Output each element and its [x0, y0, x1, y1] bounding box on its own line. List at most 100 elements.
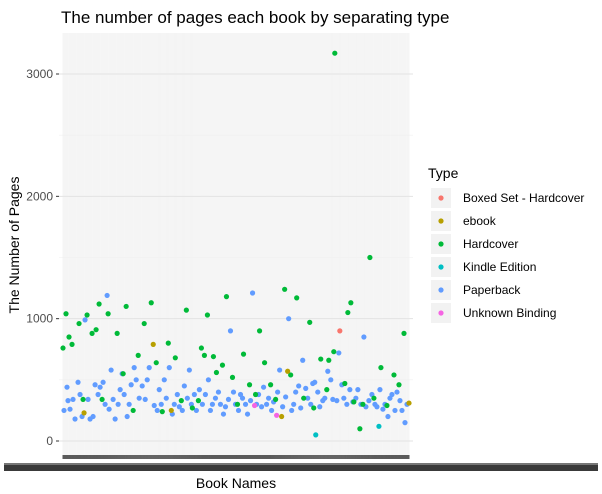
point-hardcover — [178, 398, 184, 404]
point-paperback — [131, 365, 137, 371]
point-paperback — [328, 377, 334, 383]
y-axis-label: The Number of Pages — [6, 177, 22, 314]
point-ebook — [150, 341, 156, 347]
point-hardcover — [348, 300, 354, 306]
point-hardcover — [384, 402, 390, 409]
legend-swatch-hardcover — [438, 241, 444, 247]
point-paperback — [115, 401, 121, 407]
point-paperback — [193, 407, 199, 414]
point-hardcover — [294, 295, 300, 301]
point-hardcover — [378, 365, 384, 371]
point-ebook — [81, 410, 87, 416]
point-paperback — [344, 401, 350, 407]
point-paperback — [128, 382, 134, 388]
point-paperback — [90, 413, 96, 420]
point-paperback — [249, 290, 256, 296]
point-paperback — [374, 404, 380, 410]
point-ebook — [168, 407, 174, 414]
point-paperback — [72, 416, 78, 422]
point-paperback — [199, 401, 205, 407]
point-paperback — [355, 387, 361, 393]
point-paperback — [283, 394, 289, 400]
x-tick-label-band-top — [4, 463, 598, 465]
legend-swatch-boxed-set-hardcover — [438, 195, 444, 201]
point-paperback — [146, 365, 152, 371]
point-paperback — [303, 385, 309, 391]
point-kindle-edition — [313, 432, 319, 438]
point-hardcover — [201, 352, 208, 358]
point-paperback — [286, 316, 292, 322]
point-paperback — [305, 395, 311, 401]
point-paperback — [217, 401, 224, 407]
point-paperback — [275, 389, 281, 395]
point-paperback — [389, 391, 395, 398]
point-hardcover — [123, 303, 129, 310]
point-hardcover — [234, 401, 241, 407]
point-hardcover — [246, 382, 253, 388]
point-paperback — [239, 395, 246, 401]
point-paperback — [380, 406, 386, 412]
point-paperback — [277, 367, 283, 373]
point-paperback — [100, 379, 106, 385]
point-paperback — [242, 401, 249, 407]
point-paperback — [230, 389, 237, 395]
point-hardcover — [307, 319, 313, 325]
legend-label-kindle-edition: Kindle Edition — [463, 260, 536, 274]
point-hardcover — [120, 371, 126, 377]
point-paperback — [298, 405, 304, 411]
point-paperback — [225, 396, 232, 403]
point-paperback — [315, 389, 321, 395]
point-hardcover — [210, 353, 217, 360]
point-paperback — [186, 367, 192, 373]
point-hardcover — [332, 50, 338, 56]
point-paperback — [265, 395, 272, 401]
point-paperback — [70, 396, 76, 403]
point-paperback — [112, 416, 118, 422]
point-hardcover — [114, 330, 120, 336]
point-paperback — [174, 391, 180, 398]
point-hardcover — [189, 405, 195, 411]
point-hardcover — [89, 330, 95, 336]
y-tick-label: 0 — [46, 434, 53, 448]
point-paperback — [82, 317, 88, 323]
legend-swatch-ebook — [438, 218, 444, 224]
point-hardcover — [93, 327, 99, 333]
point-hardcover — [331, 349, 337, 355]
point-hardcover — [396, 382, 402, 388]
point-paperback — [154, 407, 160, 414]
point-paperback — [117, 387, 123, 393]
y-tick-label: 2000 — [26, 189, 53, 203]
point-hardcover — [99, 396, 105, 403]
point-paperback — [151, 402, 157, 409]
legend-entries: Boxed Set - Hardcover ebook Hardcover Kindl… — [431, 188, 584, 323]
legend-swatch-paperback — [438, 287, 444, 293]
point-ebook — [406, 400, 412, 406]
point-paperback — [235, 407, 242, 414]
point-hardcover — [69, 341, 75, 347]
point-paperback — [336, 350, 342, 356]
point-hardcover — [311, 405, 317, 411]
point-ebook — [285, 368, 291, 374]
point-paperback — [92, 382, 98, 388]
point-hardcover — [256, 328, 263, 334]
point-paperback — [258, 404, 265, 410]
point-paperback — [347, 387, 353, 393]
point-paperback — [397, 398, 403, 404]
point-hardcover — [80, 396, 86, 403]
point-paperback — [222, 404, 229, 410]
point-paperback — [300, 357, 306, 363]
point-hardcover — [367, 254, 373, 261]
point-hardcover — [326, 357, 332, 363]
point-paperback — [394, 389, 400, 395]
legend: Type Boxed Set - Hardcover ebook Hardcover… — [428, 165, 584, 323]
point-paperback — [144, 377, 150, 383]
point-hardcover — [273, 396, 279, 403]
point-paperback — [220, 411, 227, 417]
point-paperback — [171, 401, 177, 407]
point-hardcover — [105, 311, 111, 317]
point-paperback — [124, 413, 130, 420]
point-paperback — [312, 379, 318, 385]
point-paperback — [341, 395, 347, 401]
point-hardcover — [141, 320, 147, 327]
